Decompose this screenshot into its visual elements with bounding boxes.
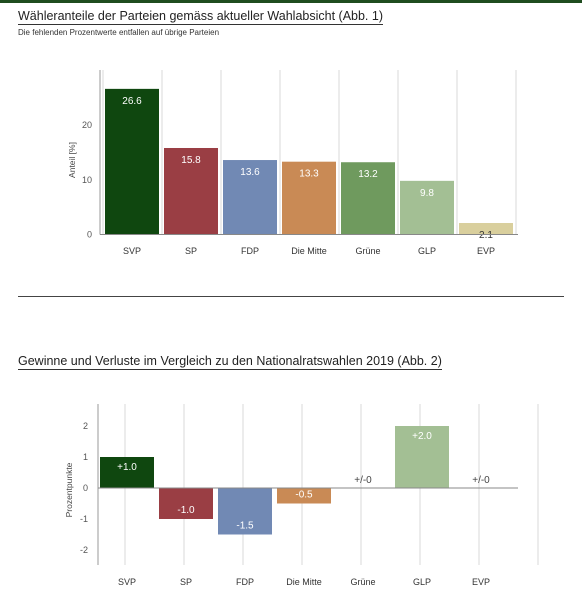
chart2-bar-glp (395, 426, 449, 488)
chart2-bar-fdp (218, 488, 272, 535)
chart2-category-label: FDP (236, 577, 254, 587)
chart2-y-tick-label: 0 (83, 483, 88, 493)
chart2-category-label: Die Mitte (286, 577, 322, 587)
section-divider (18, 296, 564, 297)
chart1-bar-glp (400, 180, 454, 235)
chart2-y-tick-label: -2 (80, 545, 88, 555)
chart1-category-label: EVP (477, 246, 495, 256)
chart1-category-label: GLP (418, 246, 436, 256)
chart2-category-label: GLP (413, 577, 431, 587)
chart2-category-label: SP (180, 577, 192, 587)
chart1-value-label: 13.3 (299, 169, 319, 180)
chart1-category-label: SP (185, 246, 197, 256)
chart1-bar-die-mitte (282, 161, 336, 235)
chart1-category-label: FDP (241, 246, 259, 256)
chart1-bar-svp (105, 88, 159, 235)
chart1-value-label: 2.1 (479, 230, 493, 241)
chart2-bar-sp (159, 488, 213, 519)
chart1-category-label: SVP (123, 246, 141, 256)
chart2-value-label: -1.5 (236, 521, 254, 532)
chart1-value-label: 26.6 (122, 96, 142, 107)
chart2-value-label: +/-0 (472, 475, 490, 486)
chart2-category-label: Grüne (350, 577, 375, 587)
chart1-bar-fdp (223, 160, 277, 235)
chart2-value-label: -0.5 (295, 490, 313, 501)
chart1-y-tick-label: 20 (82, 120, 92, 130)
chart1-y-tick-label: 10 (82, 175, 92, 185)
chart2-bar-svp (100, 457, 154, 488)
chart2-y-tick-label: -1 (80, 514, 88, 524)
chart1-value-label: 15.8 (181, 155, 201, 166)
chart2-category-label: EVP (472, 577, 490, 587)
chart1-value-label: 9.8 (420, 188, 434, 199)
chart1-bar-evp (459, 223, 513, 235)
chart2-value-label: +2.0 (412, 431, 432, 442)
chart2-bar-die-mitte (277, 488, 331, 504)
chart1-value-label: 13.2 (358, 169, 378, 180)
chart2-value-label: -1.0 (177, 505, 195, 516)
chart1-value-label: 13.6 (240, 167, 260, 178)
chart2-category-label: SVP (118, 577, 136, 587)
chart2-y-tick-label: 2 (83, 421, 88, 431)
chart1-y-tick-label: 0 (87, 230, 92, 240)
chart1-category-label: Die Mitte (291, 246, 327, 256)
chart1-bar-sp (164, 147, 218, 235)
chart1-bar-grüne (341, 162, 395, 235)
chart2-value-label: +/-0 (354, 475, 372, 486)
chart2-y-tick-label: 1 (83, 452, 88, 462)
top-accent-line (0, 0, 582, 3)
chart1-title: Wähleranteile der Parteien gemäss aktuel… (18, 9, 383, 25)
chart2-value-label: +1.0 (117, 462, 137, 473)
chart1-y-axis-label: Anteil [%] (67, 142, 77, 178)
chart1-subtitle: Die fehlenden Prozentwerte entfallen auf… (18, 28, 220, 37)
chart1-category-label: Grüne (355, 246, 380, 256)
chart2-title: Gewinne und Verluste im Vergleich zu den… (18, 354, 442, 370)
chart2-y-axis-label: Prozentpunkte (64, 462, 74, 517)
